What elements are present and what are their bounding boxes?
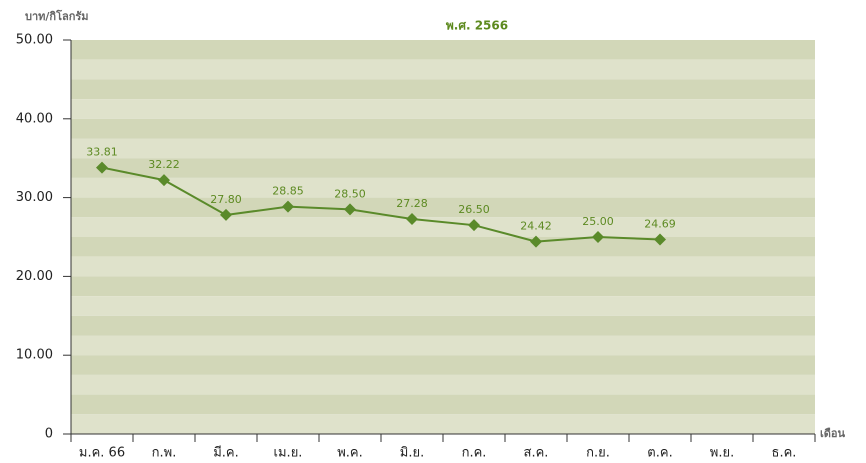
band bbox=[71, 217, 815, 237]
band bbox=[71, 59, 815, 80]
band bbox=[71, 256, 815, 277]
y-tick-label: 0 bbox=[45, 427, 53, 442]
x-tick-label: เม.ย. bbox=[274, 446, 303, 461]
band bbox=[71, 197, 815, 218]
data-label: 24.42 bbox=[520, 220, 552, 233]
x-tick-label: ก.พ. bbox=[152, 446, 177, 461]
x-axis-label: เดือน bbox=[820, 427, 846, 440]
x-tick-label: มี.ค. bbox=[213, 445, 239, 461]
marker bbox=[344, 203, 356, 216]
x-tick-label: พ.ย. bbox=[710, 446, 734, 461]
data-label: 33.81 bbox=[86, 146, 118, 159]
marker bbox=[468, 219, 480, 232]
band bbox=[71, 118, 815, 139]
y-tick-label: 10.00 bbox=[16, 348, 53, 363]
marker bbox=[282, 200, 294, 213]
data-label: 26.50 bbox=[458, 203, 490, 216]
x-tick-label: ก.ค. bbox=[462, 446, 487, 461]
band bbox=[71, 237, 815, 257]
marker bbox=[530, 235, 542, 248]
band bbox=[71, 394, 815, 415]
x-tick-label: มิ.ย. bbox=[400, 446, 424, 461]
band bbox=[71, 99, 815, 119]
y-tick-label: 30.00 bbox=[16, 190, 53, 205]
band bbox=[71, 414, 815, 434]
x-tick-label: ส.ค. bbox=[524, 446, 549, 461]
line bbox=[101, 166, 661, 243]
data-label: 28.50 bbox=[334, 187, 366, 200]
chart-title: พ.ศ. 2566 bbox=[446, 19, 508, 33]
band bbox=[71, 40, 815, 60]
band bbox=[71, 355, 815, 375]
y-axis-label: บาท/กิโลกรัม bbox=[25, 9, 89, 23]
band bbox=[71, 138, 815, 159]
band bbox=[71, 276, 815, 297]
data-label: 27.80 bbox=[210, 193, 242, 206]
x-tick-label: พ.ค. bbox=[337, 446, 363, 461]
data-label: 32.22 bbox=[148, 158, 180, 171]
x-tick-label: ต.ค. bbox=[647, 446, 672, 461]
y-tick-label: 40.00 bbox=[16, 111, 53, 126]
band bbox=[71, 374, 815, 395]
y-tick-label: 20.00 bbox=[16, 269, 53, 284]
band bbox=[71, 335, 815, 356]
data-label: 25.00 bbox=[582, 215, 614, 228]
x-tick-label: ธ.ค. bbox=[772, 446, 797, 461]
band bbox=[71, 315, 815, 336]
y-tick-label: 50.00 bbox=[16, 33, 53, 48]
marker bbox=[96, 161, 108, 174]
data-label: 28.85 bbox=[272, 185, 304, 198]
plot-background bbox=[71, 40, 815, 434]
data-label: 24.69 bbox=[644, 217, 676, 230]
marker bbox=[158, 174, 170, 187]
marker bbox=[654, 233, 666, 246]
data-label: 27.28 bbox=[396, 197, 428, 210]
marker bbox=[592, 231, 604, 243]
x-tick-label: ม.ค. 66 bbox=[79, 446, 125, 461]
marker bbox=[220, 208, 232, 221]
band bbox=[71, 177, 815, 198]
band bbox=[71, 158, 815, 178]
x-tick-label: ก.ย. bbox=[586, 446, 610, 461]
band bbox=[71, 79, 815, 100]
marker bbox=[406, 213, 418, 226]
band bbox=[71, 296, 815, 316]
